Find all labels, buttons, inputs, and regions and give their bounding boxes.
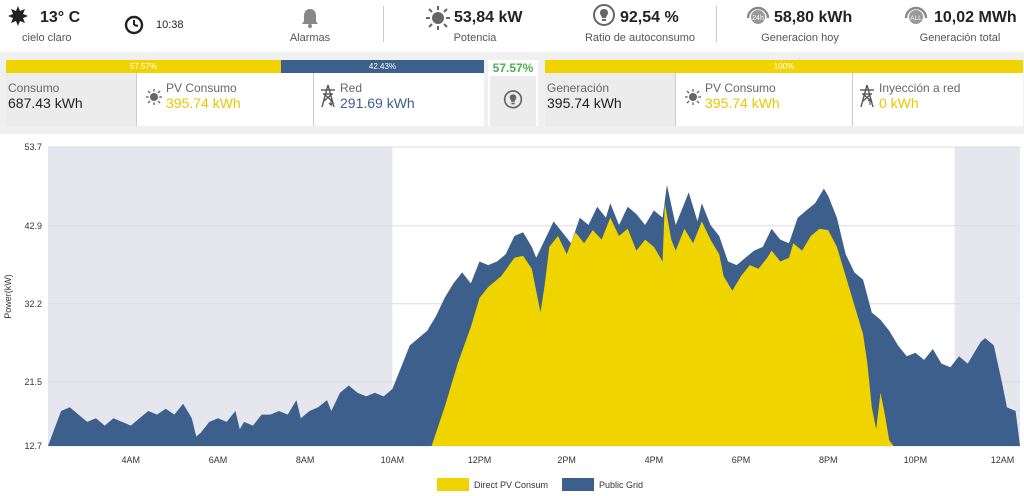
divider bbox=[852, 73, 853, 126]
top-summary-bar: 13° C cielo claro 10:38 Alarmas bbox=[0, 0, 1024, 50]
x-tick-label: 8PM bbox=[819, 455, 838, 465]
x-tick-label: 12AM bbox=[991, 455, 1015, 465]
weather-widget: 13° C cielo claro bbox=[6, 0, 86, 50]
power-tower-icon bbox=[320, 84, 336, 112]
night-shading bbox=[48, 147, 393, 446]
y-tick-label: 53.7 bbox=[24, 142, 42, 152]
legend-swatch-pv bbox=[437, 478, 469, 491]
divider bbox=[383, 6, 384, 42]
grid-share-bar: 42.43% bbox=[281, 60, 484, 73]
y-tick-label: 21.5 bbox=[24, 377, 42, 387]
series-area-direct-pv bbox=[431, 203, 894, 446]
weather-temp: 13° C bbox=[40, 9, 81, 26]
generation-today-widget: 24h 58,80 kWh Generacion hoy bbox=[740, 0, 860, 50]
x-tick-label: 6AM bbox=[209, 455, 228, 465]
injection-title: Inyección a red bbox=[879, 81, 961, 95]
y-tick-label: 12.7 bbox=[24, 441, 42, 451]
consumption-panel: 57.57% 42.43% Consumo 687.43 kWh bbox=[6, 60, 484, 126]
self-consumption-widget: 92,54 % Ratio de autoconsumo bbox=[580, 0, 700, 50]
divider bbox=[313, 73, 314, 126]
pv-consumo-cell: PV Consumo 395.74 kWh bbox=[144, 73, 309, 126]
y-axis-label: Power(kW) bbox=[3, 274, 13, 319]
injection-value: 0 kWh bbox=[879, 95, 919, 111]
x-tick-label: 2PM bbox=[557, 455, 576, 465]
x-tick-label: 10AM bbox=[381, 455, 405, 465]
sun-icon bbox=[146, 89, 162, 110]
sun-icon bbox=[685, 89, 701, 110]
consumo-title: Consumo bbox=[8, 81, 60, 95]
24h-badge: 24h bbox=[752, 15, 764, 22]
all-badge: ALL bbox=[910, 15, 922, 22]
gen-pv-consumo-title: PV Consumo bbox=[705, 81, 776, 95]
y-tick-label: 32.2 bbox=[24, 299, 42, 309]
generacion-cell: Generación 395.74 kWh bbox=[545, 73, 675, 126]
power-label: Potencia bbox=[453, 32, 497, 44]
pv-share-bar: 57.57% bbox=[6, 60, 281, 73]
ratio-chip: 57.57% bbox=[488, 60, 538, 126]
gen-today-value: 58,80 kWh bbox=[774, 9, 853, 26]
legend-label-grid: Public Grid bbox=[599, 480, 643, 490]
alarms-label: Alarmas bbox=[289, 32, 331, 44]
gen-total-label: Generación total bbox=[919, 32, 1001, 44]
ratio-value: 57.57% bbox=[492, 61, 534, 75]
gen-pv-consumo-value: 395.74 kWh bbox=[705, 95, 780, 111]
weather-sun-icon bbox=[8, 6, 28, 31]
generation-total-widget: ALL 10,02 MWh Generación total bbox=[900, 0, 1020, 50]
generacion-value: 395.74 kWh bbox=[547, 95, 622, 111]
generation-panel: 100% Generación 395.74 kWh PV Cons bbox=[545, 60, 1023, 126]
y-tick-label: 42.9 bbox=[24, 221, 42, 231]
x-tick-label: 12PM bbox=[468, 455, 492, 465]
divider bbox=[716, 6, 717, 42]
x-tick-label: 10PM bbox=[904, 455, 928, 465]
legend-swatch-grid bbox=[562, 478, 594, 491]
power-value: 53,84 kW bbox=[454, 9, 523, 26]
weather-desc: cielo claro bbox=[22, 32, 72, 44]
power-widget: 53,84 kW Potencia bbox=[420, 0, 530, 50]
self-ratio-value: 92,54 % bbox=[620, 9, 679, 26]
red-title: Red bbox=[340, 81, 363, 95]
24h-icon: 24h bbox=[744, 4, 772, 33]
generation-share-bar: 100% bbox=[545, 60, 1023, 73]
all-icon: ALL bbox=[902, 4, 930, 33]
divider bbox=[675, 73, 676, 126]
consumo-cell: Consumo 687.43 kWh bbox=[6, 73, 136, 126]
power-tower-icon bbox=[859, 84, 875, 112]
divider bbox=[136, 73, 137, 126]
x-tick-label: 4PM bbox=[645, 455, 664, 465]
gen-today-label: Generacion hoy bbox=[761, 32, 839, 44]
self-ratio-label: Ratio de autoconsumo bbox=[584, 32, 696, 44]
consumo-value: 687.43 kWh bbox=[8, 95, 83, 111]
power-chart-svg: 12.7 21.5 32.2 42.9 53.7 4AM 6AM 8AM 10AM 12PM 2PM… bbox=[3, 142, 1020, 491]
gen-total-value: 10,02 MWh bbox=[934, 9, 1017, 26]
legend-label-pv: Direct PV Consum bbox=[474, 480, 548, 490]
alarms-widget[interactable]: Alarmas bbox=[270, 0, 350, 50]
injection-cell: Inyección a red 0 kWh bbox=[855, 73, 1023, 126]
clock-icon bbox=[124, 15, 144, 40]
bell-icon[interactable] bbox=[300, 7, 320, 34]
power-chart: 12.7 21.5 32.2 42.9 53.7 4AM 6AM 8AM 10AM 12PM 2PM… bbox=[0, 138, 1024, 496]
sun-icon bbox=[426, 6, 450, 35]
red-value: 291.69 kWh bbox=[340, 95, 415, 111]
ratio-box bbox=[490, 76, 536, 126]
x-tick-label: 4AM bbox=[122, 455, 141, 465]
clock-widget: 10:38 bbox=[120, 0, 200, 50]
clock-time: 10:38 bbox=[156, 19, 184, 31]
lightbulb-icon bbox=[503, 90, 523, 117]
generacion-title: Generación bbox=[547, 81, 610, 95]
x-tick-label: 8AM bbox=[296, 455, 315, 465]
x-tick-label: 6PM bbox=[732, 455, 751, 465]
lightbulb-icon bbox=[592, 4, 616, 35]
pv-consumo-title: PV Consumo bbox=[166, 81, 237, 95]
pv-consumo-value: 395.74 kWh bbox=[166, 95, 241, 111]
gen-pv-consumo-cell: PV Consumo 395.74 kWh bbox=[683, 73, 848, 126]
red-cell: Red 291.69 kWh bbox=[316, 73, 484, 126]
